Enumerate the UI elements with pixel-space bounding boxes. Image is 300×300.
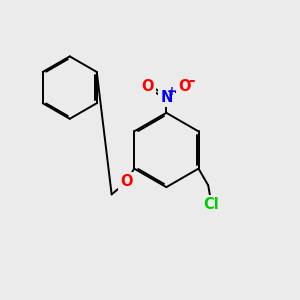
Text: N: N bbox=[160, 90, 172, 105]
Text: O: O bbox=[120, 175, 133, 190]
Text: O: O bbox=[178, 79, 191, 94]
Text: Cl: Cl bbox=[204, 197, 219, 212]
Text: O: O bbox=[142, 79, 154, 94]
Text: -: - bbox=[188, 73, 195, 88]
Text: +: + bbox=[167, 85, 176, 98]
